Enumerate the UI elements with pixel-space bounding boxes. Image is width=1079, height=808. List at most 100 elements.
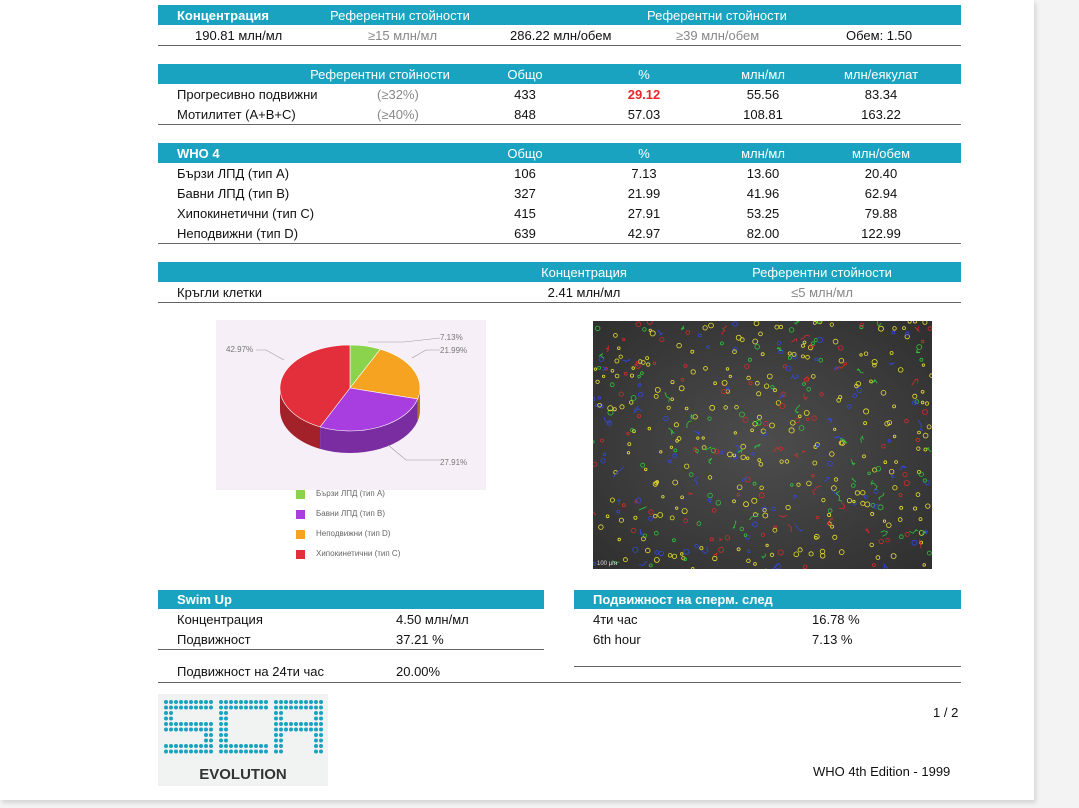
motility-header-ref: Референтни стойности — [310, 67, 450, 82]
sperm-cell-marker — [631, 366, 635, 370]
motility-header-percent: % — [638, 67, 650, 82]
sperm-cell-marker — [733, 455, 738, 460]
sperm-track — [708, 457, 713, 465]
sperm-cell-marker — [745, 456, 750, 460]
sperm-track — [851, 477, 857, 483]
logo-dot — [264, 705, 268, 710]
logo-dot — [279, 749, 283, 754]
sperm-track — [917, 419, 923, 431]
sperm-cell-marker — [752, 421, 758, 427]
row-total: 433 — [514, 87, 536, 102]
logo-dot — [244, 744, 248, 748]
sperm-track — [761, 430, 769, 437]
sperm-cell-marker — [743, 533, 748, 537]
sperm-cell-marker — [758, 331, 763, 337]
sperm-cell-marker — [803, 564, 808, 569]
logo-dot — [234, 700, 238, 704]
microscope-image: 100 µm — [593, 321, 932, 569]
sperm-cell-marker — [898, 493, 903, 497]
sperm-cell-marker — [653, 556, 660, 563]
table-row: Бързи ЛПД (тип А) 106 7.13 13.60 20.40 — [158, 163, 961, 183]
sperm-cell-marker — [819, 392, 824, 397]
sperm-cell-marker — [919, 540, 924, 545]
sperm-cell-marker — [899, 505, 904, 510]
sperm-track — [810, 343, 816, 349]
sperm-cell-marker — [827, 508, 833, 514]
logo-dot — [279, 727, 283, 732]
sperm-cell-marker — [779, 459, 784, 464]
logo-dot — [314, 738, 318, 743]
sperm-cell-marker — [913, 506, 918, 511]
logo-dot — [314, 700, 318, 704]
sperm-track — [703, 446, 712, 451]
sperm-cell-marker — [802, 382, 806, 386]
sperm-cell-marker — [645, 547, 651, 554]
sperm-cell-marker — [860, 490, 866, 496]
sperm-track — [633, 405, 643, 414]
logo-dot — [224, 738, 228, 743]
sperm-cell-marker — [846, 498, 853, 504]
row-value: 7.13 % — [812, 632, 853, 647]
sperm-cell-marker — [811, 341, 815, 346]
sperm-track — [832, 489, 838, 496]
sperm-cell-marker — [817, 321, 823, 325]
sperm-cell-marker — [778, 349, 784, 355]
sperm-cell-marker — [773, 388, 777, 393]
round-cells-header: Концентрация Референтни стойности — [158, 262, 961, 282]
sperm-cell-marker — [598, 356, 604, 362]
sperm-track — [827, 516, 833, 526]
logo-dot — [164, 716, 168, 721]
sperm-cell-marker — [746, 558, 751, 563]
sperm-cell-marker — [617, 537, 621, 542]
logo-dot — [174, 727, 178, 732]
logo-dot — [219, 716, 223, 721]
logo-dot — [184, 749, 188, 754]
logo-dot — [234, 744, 238, 748]
sperm-cell-marker — [610, 368, 615, 373]
sperm-cell-marker — [747, 357, 752, 362]
logo-dot — [319, 749, 323, 754]
sperm-cell-marker — [732, 349, 737, 355]
sperm-cell-marker — [669, 515, 675, 521]
sperm-cell-marker — [897, 517, 903, 522]
sperm-cell-marker — [684, 463, 690, 469]
logo-dot — [279, 738, 283, 743]
sperm-track — [791, 338, 798, 343]
sperm-cell-marker — [736, 493, 741, 497]
sperm-cell-marker — [696, 436, 700, 440]
logo-dot — [309, 705, 313, 710]
swim-up-header: Swim Up — [158, 590, 544, 609]
sperm-cell-marker — [798, 414, 802, 419]
sperm-track — [690, 413, 693, 420]
row-percent-flagged: 29.12 — [627, 87, 661, 102]
who4-section: WHO 4 Общо % млн/мл млн/обем Бързи ЛПД (… — [158, 143, 961, 244]
logo-dot — [254, 700, 258, 704]
sperm-cell-marker — [875, 466, 881, 472]
sperm-cell-marker — [920, 390, 925, 394]
logo-dot — [279, 716, 283, 721]
sperm-cell-marker — [669, 445, 674, 449]
legend-swatch — [296, 490, 305, 499]
sperm-cell-marker — [852, 393, 858, 398]
pie-slice — [279, 344, 351, 428]
sperm-cell-marker — [837, 345, 844, 351]
sperm-cell-marker — [619, 404, 625, 410]
sperm-cell-marker — [630, 373, 635, 378]
logo-dot — [319, 744, 323, 748]
sperm-track — [909, 529, 919, 534]
logo-dot — [179, 705, 183, 710]
sperm-cell-marker — [859, 322, 865, 328]
sperm-cell-marker — [794, 418, 800, 424]
logo-dot — [274, 733, 278, 737]
sperm-cell-marker — [713, 448, 720, 455]
row-total: 848 — [514, 107, 536, 122]
sperm-cell-marker — [690, 369, 696, 375]
motility-header-mln-ejaculate: млн/еякулат — [843, 67, 919, 82]
sperm-cell-marker — [692, 414, 698, 420]
sperm-cell-marker — [676, 436, 682, 441]
logo-dot — [189, 705, 193, 710]
sperm-cell-marker — [684, 406, 689, 411]
sperm-cell-marker — [885, 537, 890, 543]
logo-dot — [279, 711, 283, 715]
logo-dot — [319, 705, 323, 710]
